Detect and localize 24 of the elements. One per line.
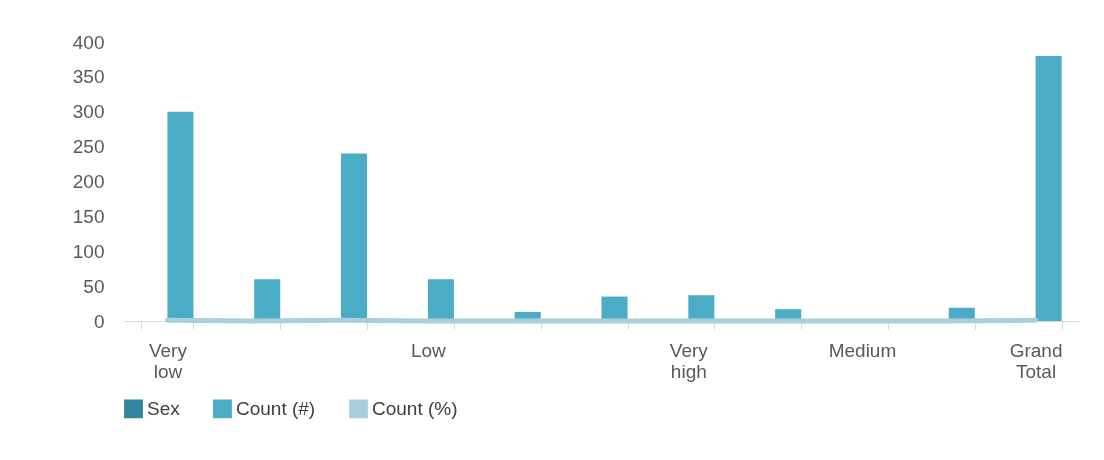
x-tick-label: Low <box>410 339 447 361</box>
x-tick-label: Very low <box>148 339 188 382</box>
bar <box>167 111 194 321</box>
y-tick-label: 100 <box>72 240 105 262</box>
y-tick-label: 300 <box>72 101 105 123</box>
legend-label: Sex <box>147 397 181 419</box>
y-tick-label: 0 <box>93 310 105 332</box>
bar <box>688 295 715 321</box>
y-tick-label: 200 <box>72 171 105 192</box>
bar <box>341 153 368 321</box>
legend-label: Count (#) <box>236 397 316 419</box>
y-tick-label: 400 <box>72 31 105 53</box>
legend-label: Count (%) <box>372 397 458 419</box>
bar <box>427 279 454 321</box>
bar <box>254 279 281 321</box>
y-tick-label: 50 <box>83 275 105 297</box>
y-tick-label: 250 <box>72 136 105 158</box>
bar <box>1035 55 1062 321</box>
x-tick-label: Grand Total <box>1009 339 1063 382</box>
y-tick-label: 350 <box>72 66 105 88</box>
y-tick-label: 150 <box>72 205 105 227</box>
x-tick-label: Medium <box>828 339 897 361</box>
x-tick-label: Very high <box>669 339 709 382</box>
bar <box>601 296 628 321</box>
